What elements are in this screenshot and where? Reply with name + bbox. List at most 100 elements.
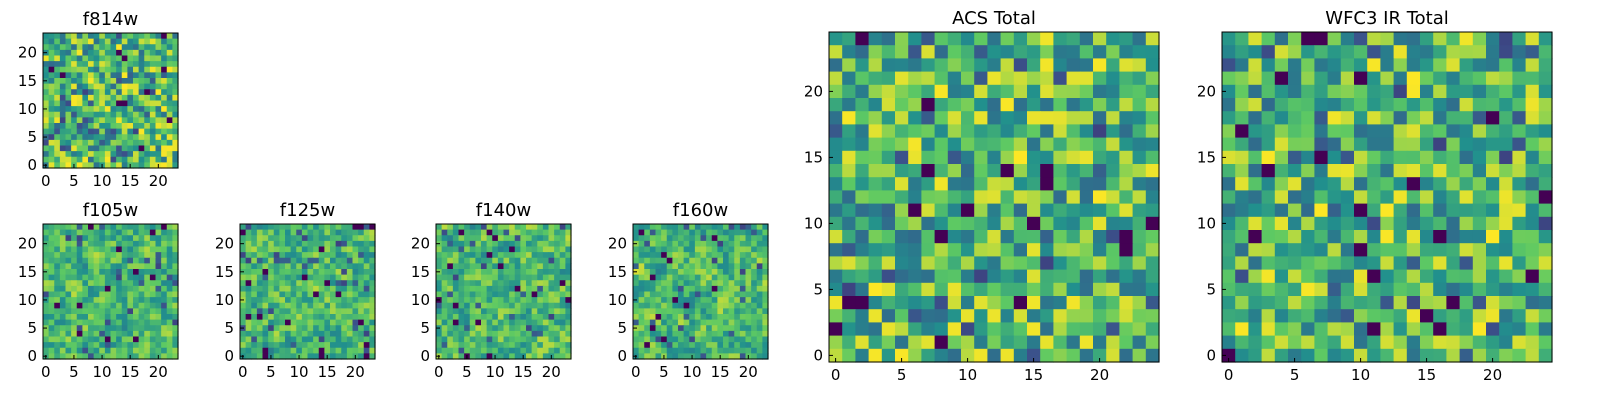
- heatmap-cell: [1472, 58, 1487, 73]
- heatmap-cells: [436, 224, 572, 360]
- heatmap-cell: [279, 325, 286, 332]
- heatmap-cell: [520, 325, 527, 332]
- heatmap-cell: [700, 257, 707, 264]
- heatmap-cell: [307, 330, 314, 338]
- heatmap-cell: [666, 280, 673, 287]
- heatmap-cell: [172, 252, 179, 259]
- heatmap-cell: [1340, 322, 1355, 337]
- heatmap-cell: [251, 291, 258, 298]
- heatmap-cell: [65, 61, 72, 68]
- heatmap-cell: [363, 330, 370, 338]
- heatmap-cell: [565, 291, 572, 298]
- heatmap-cell: [649, 336, 657, 343]
- heatmap-cell: [82, 61, 89, 68]
- heatmap-cell: [138, 252, 145, 259]
- heatmap-cell: [172, 319, 179, 326]
- heatmap-cell: [268, 274, 275, 281]
- heatmap-cell: [868, 348, 883, 363]
- heatmap-cell: [71, 263, 78, 270]
- heatmap-cell: [121, 134, 128, 141]
- heatmap-cell: [346, 302, 354, 309]
- heatmap-cell: [110, 38, 117, 45]
- x-tick-label: 15: [1417, 366, 1436, 384]
- heatmap-cell: [452, 235, 460, 242]
- x-tick-label: 15: [514, 363, 533, 381]
- heatmap-cell: [251, 325, 258, 332]
- heatmap-cell: [262, 252, 269, 259]
- heatmap-cell: [1433, 269, 1447, 284]
- heatmap-cell: [121, 325, 128, 332]
- heatmap-cell: [76, 61, 83, 68]
- heatmap-cell: [279, 336, 286, 343]
- heatmap-cell: [104, 33, 112, 40]
- heatmap-cell: [1145, 32, 1160, 46]
- heatmap-cell: [1406, 190, 1421, 205]
- heatmap-cell: [1053, 309, 1068, 323]
- heatmap-cell: [1486, 348, 1500, 363]
- heatmap-cell: [172, 291, 179, 298]
- heatmap-cell: [961, 243, 975, 257]
- heatmap-cell: [1261, 309, 1276, 323]
- heatmap-cell: [1459, 32, 1474, 46]
- heatmap-cell: [1340, 150, 1355, 165]
- heatmap-cell: [644, 246, 651, 253]
- heatmap-cell: [514, 252, 521, 259]
- heatmap-cell: [335, 297, 342, 304]
- heatmap-cell: [273, 291, 280, 298]
- heatmap-cell: [503, 240, 510, 248]
- heatmap-cell: [121, 257, 128, 264]
- heatmap-cell: [358, 353, 365, 360]
- heatmap-cell: [155, 246, 162, 253]
- heatmap-cell: [1301, 190, 1315, 205]
- heatmap-cell: [678, 314, 685, 321]
- heatmap-cell: [492, 319, 499, 326]
- heatmap-cell: [1066, 256, 1081, 271]
- heatmap-cell: [542, 336, 550, 343]
- heatmap-cell: [155, 342, 162, 349]
- heatmap-cell: [54, 55, 61, 62]
- heatmap-cell: [144, 240, 151, 248]
- heatmap-cell: [76, 314, 83, 321]
- heatmap-cell: [987, 269, 1002, 284]
- heatmap-cell: [475, 347, 482, 354]
- heatmap-cell: [1393, 45, 1408, 59]
- heatmap-cell: [723, 229, 730, 236]
- heatmap-cell: [961, 348, 975, 363]
- heatmap-cell: [1132, 203, 1147, 218]
- heatmap-cell: [1472, 177, 1487, 191]
- heatmap-cell: [99, 106, 106, 113]
- heatmap-cell: [1499, 348, 1513, 363]
- heatmap-cell: [1420, 111, 1434, 125]
- heatmap-cell: [99, 78, 106, 85]
- heatmap-cell: [514, 291, 521, 298]
- heatmap-cell: [133, 336, 140, 343]
- heatmap-cell: [1093, 230, 1107, 244]
- heatmap-cell: [301, 347, 309, 354]
- heatmap-cell: [161, 263, 168, 270]
- heatmap-cell: [48, 145, 55, 152]
- heatmap-cell: [172, 123, 179, 130]
- heatmap-cell: [1327, 243, 1342, 257]
- heatmap-cell: [881, 309, 896, 323]
- heatmap-cell: [1499, 45, 1513, 59]
- heatmap-cell: [149, 269, 157, 276]
- heatmap-cell: [1222, 98, 1236, 112]
- heatmap-cell: [48, 240, 55, 248]
- heatmap-cell: [279, 347, 286, 354]
- heatmap-cell: [559, 302, 566, 309]
- heatmap-cell: [116, 274, 123, 281]
- heatmap-cell: [1106, 296, 1120, 310]
- heatmap-cell: [54, 297, 61, 304]
- heatmap-cell: [1420, 335, 1434, 350]
- heatmap-cell: [745, 274, 752, 281]
- heatmap-cell: [1340, 137, 1355, 152]
- heatmap-cell: [43, 117, 50, 124]
- heatmap-cell: [138, 291, 145, 298]
- heatmap-cell: [559, 330, 566, 338]
- heatmap-cell: [48, 100, 55, 107]
- heatmap-cell: [324, 342, 331, 349]
- heatmap-cell: [717, 342, 724, 349]
- heatmap-cell: [251, 280, 258, 287]
- heatmap-cell: [172, 297, 179, 304]
